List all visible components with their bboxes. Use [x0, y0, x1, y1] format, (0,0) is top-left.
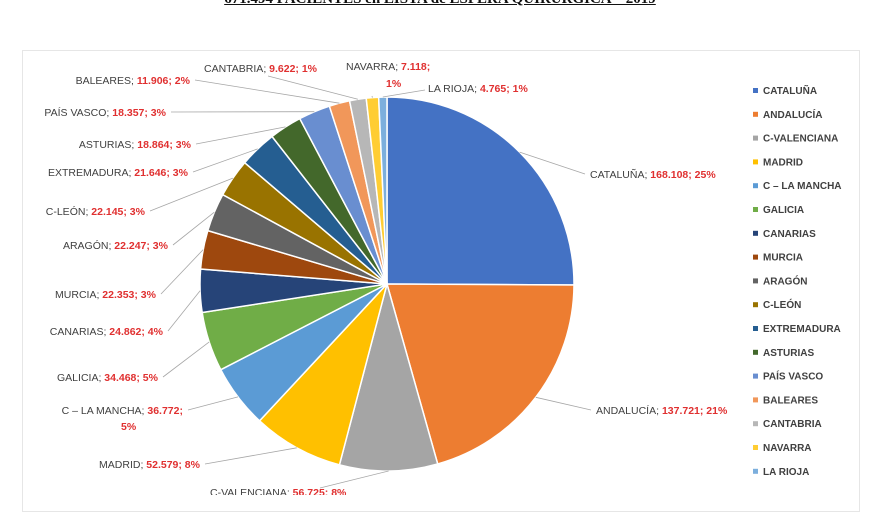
data-label-baleares: BALEARES; 11.906; 2%	[76, 75, 191, 87]
leader-line-la-rioja	[383, 90, 425, 97]
legend-label-navarra: NAVARRA	[763, 443, 812, 454]
data-label-asturias: ASTURIAS; 18.864; 3%	[79, 139, 192, 151]
legend-swatch-la-rioja	[753, 469, 758, 474]
leader-line-c-la-mancha	[188, 397, 238, 410]
legend-label-asturias: ASTURIAS	[763, 348, 814, 359]
data-label-pct-navarra: 1%	[386, 78, 402, 90]
pie-chart: CATALUÑA; 168.108; 25% ANDALUCÍA; 137.721…	[0, 0, 880, 495]
legend-swatch-asturias	[753, 350, 758, 355]
leader-line-c-valenciana	[320, 471, 389, 488]
legend-label-galicia: GALICIA	[763, 205, 804, 216]
data-label-cantabria: CANTABRIA; 9.622; 1%	[204, 63, 318, 75]
legend-swatch-c-valenciana	[753, 136, 758, 141]
data-label-c-le-n: C-LEÓN; 22.145; 3%	[46, 205, 146, 218]
legend-swatch-canarias	[753, 231, 758, 236]
legend-label-arag-n: ARAGÓN	[763, 274, 807, 287]
data-label-c-valenciana: C-VALENCIANA; 56.725; 8%	[210, 487, 347, 495]
leader-line-andaluc-a	[536, 397, 591, 410]
legend-label-murcia: MURCIA	[763, 253, 803, 264]
data-label-andaluc-a: ANDALUCÍA; 137.721; 21%	[596, 404, 728, 417]
legend-label-canarias: CANARIAS	[763, 229, 816, 240]
legend-label-catalu-a: CATALUÑA	[763, 84, 817, 97]
data-label-pa-s-vasco: PAÍS VASCO; 18.357; 3%	[44, 106, 166, 119]
legend-label-baleares: BALEARES	[763, 395, 818, 406]
leader-line-murcia	[161, 250, 203, 294]
legend-swatch-galicia	[753, 207, 758, 212]
legend-label-la-rioja: LA RIOJA	[763, 467, 809, 478]
data-label-navarra: NAVARRA; 7.118;	[346, 61, 430, 73]
legend-label-c-le-n: C-LEÓN	[763, 298, 801, 311]
leader-line-galicia	[163, 342, 209, 377]
legend-swatch-murcia	[753, 255, 758, 260]
legend-swatch-andaluc-a	[753, 112, 758, 117]
legend-swatch-arag-n	[753, 278, 758, 283]
leader-line-madrid	[205, 448, 297, 464]
data-label-c-la-mancha: C – LA MANCHA; 36.772;	[62, 405, 183, 417]
data-label-arag-n: ARAGÓN; 22.247; 3%	[63, 239, 169, 252]
leader-line-cantabria	[268, 76, 358, 99]
legend-swatch-madrid	[753, 159, 758, 164]
legend-swatch-c-la-mancha	[753, 183, 758, 188]
data-label-canarias: CANARIAS; 24.862; 4%	[50, 326, 164, 338]
data-label-la-rioja: LA RIOJA; 4.765; 1%	[428, 83, 528, 95]
legend-label-c-valenciana: C-VALENCIANA	[763, 134, 838, 145]
data-label-galicia: GALICIA; 34.468; 5%	[57, 372, 159, 384]
data-label-murcia: MURCIA; 22.353; 3%	[55, 289, 157, 301]
data-label-madrid: MADRID; 52.579; 8%	[99, 459, 201, 471]
legend-label-andaluc-a: ANDALUCÍA	[763, 108, 822, 121]
legend-swatch-extremadura	[753, 326, 758, 331]
legend-swatch-c-le-n	[753, 302, 758, 307]
legend-label-madrid: MADRID	[763, 157, 803, 168]
pie-slice-catalu-a	[387, 97, 574, 285]
legend-swatch-cantabria	[753, 421, 758, 426]
legend-label-cantabria: CANTABRIA	[763, 419, 822, 430]
legend-swatch-navarra	[753, 445, 758, 450]
legend-label-extremadura: EXTREMADURA	[763, 324, 841, 335]
leader-line-canarias	[168, 291, 200, 331]
data-label-pct-c-la-mancha: 5%	[121, 421, 137, 433]
legend-swatch-catalu-a	[753, 88, 758, 93]
leader-line-baleares	[195, 80, 339, 103]
legend-swatch-pa-s-vasco	[753, 374, 758, 379]
legend-label-c-la-mancha: C – LA MANCHA	[763, 181, 842, 192]
data-label-catalu-a: CATALUÑA; 168.108; 25%	[590, 168, 716, 181]
legend-label-pa-s-vasco: PAÍS VASCO	[763, 370, 823, 383]
legend-swatch-baleares	[753, 397, 758, 402]
data-label-extremadura: EXTREMADURA; 21.646; 3%	[48, 167, 189, 179]
